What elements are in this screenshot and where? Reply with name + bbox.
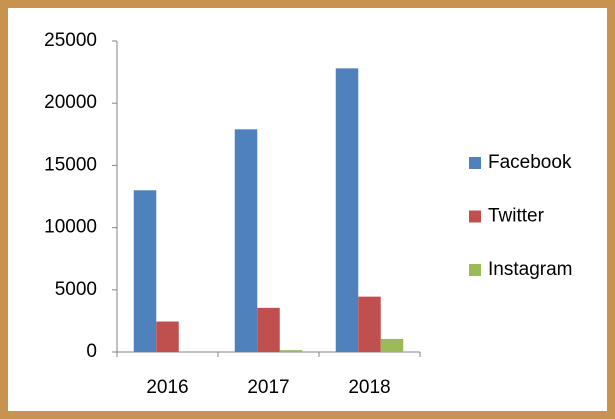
x-tick-label: 2018 <box>348 377 390 398</box>
y-tick-label: 5000 <box>55 279 97 300</box>
legend-swatch <box>469 210 481 223</box>
bar <box>156 321 179 352</box>
x-tick-label: 2016 <box>146 377 188 398</box>
bar <box>234 129 258 352</box>
bar <box>380 338 404 352</box>
bar <box>279 350 303 352</box>
y-tick-label: 25000 <box>44 30 97 51</box>
bar <box>335 68 359 353</box>
y-tick-label: 10000 <box>44 217 97 238</box>
legend-label: Facebook <box>488 152 572 173</box>
legend-swatch <box>469 157 481 169</box>
x-tick-label: 2017 <box>247 377 289 398</box>
y-tick-label: 0 <box>86 341 97 362</box>
legend-label: Instagram <box>488 259 572 280</box>
bar <box>257 307 280 352</box>
bar <box>133 190 157 352</box>
y-tick-label: 20000 <box>44 92 97 113</box>
bar <box>358 296 381 352</box>
legend-label: Twitter <box>488 206 545 227</box>
y-tick-label: 15000 <box>44 154 97 175</box>
legend-swatch <box>469 264 481 276</box>
